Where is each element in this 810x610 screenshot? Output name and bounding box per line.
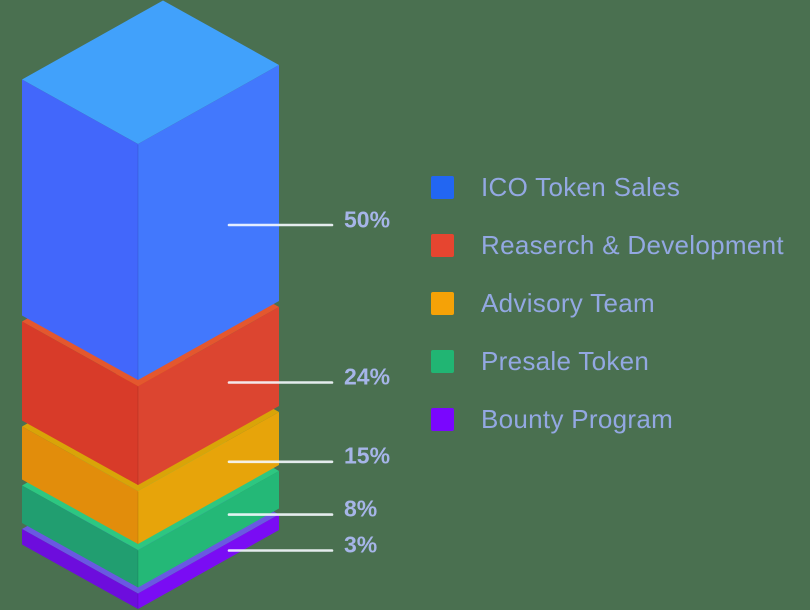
legend-swatch-icon: [431, 234, 454, 257]
legend-item: Presale Token: [431, 346, 649, 376]
segment-presale-token-left-face: [22, 485, 138, 588]
legend-swatch-icon: [431, 292, 454, 315]
segment-bounty-program-left-face: [22, 529, 138, 609]
percent-label: 50%: [344, 206, 391, 232]
legend-item: Reaserch & Development: [431, 230, 784, 260]
segment-reaserch-development-right-face: [138, 307, 279, 485]
legend-swatch-icon: [431, 408, 454, 431]
legend-item: Bounty Program: [431, 404, 673, 434]
percent-label: 8%: [344, 495, 378, 522]
legend-item-label: Reaserch & Development: [481, 230, 784, 260]
legend-item-label: Bounty Program: [481, 404, 674, 434]
legend-swatch-icon: [431, 350, 454, 373]
percent-label: 24%: [344, 363, 391, 390]
segment-ico-token-sales-right-face: [138, 65, 279, 380]
legend-item-label: Advisory Team: [481, 288, 655, 318]
segment-advisory-team-left-face: [22, 426, 138, 544]
segment-ico-token-sales-left-face: [22, 79, 138, 380]
segment-presale-token-right-face: [138, 471, 279, 588]
segment-reaserch-development-left-face: [22, 321, 138, 485]
segment-ico-token-sales-top-face: [22, 0, 279, 144]
percent-label: 15%: [344, 442, 391, 469]
legend-item: Advisory Team: [431, 288, 655, 318]
segment-bounty-program-right-face: [138, 514, 279, 609]
segment-advisory-team-right-face: [138, 412, 279, 544]
legend-item-label: ICO Token Sales: [481, 172, 681, 202]
percent-label: 3%: [344, 531, 378, 558]
legend-item-label: Presale Token: [481, 346, 650, 376]
legend-item: ICO Token Sales: [431, 172, 680, 202]
legend-swatch-icon: [431, 176, 454, 199]
